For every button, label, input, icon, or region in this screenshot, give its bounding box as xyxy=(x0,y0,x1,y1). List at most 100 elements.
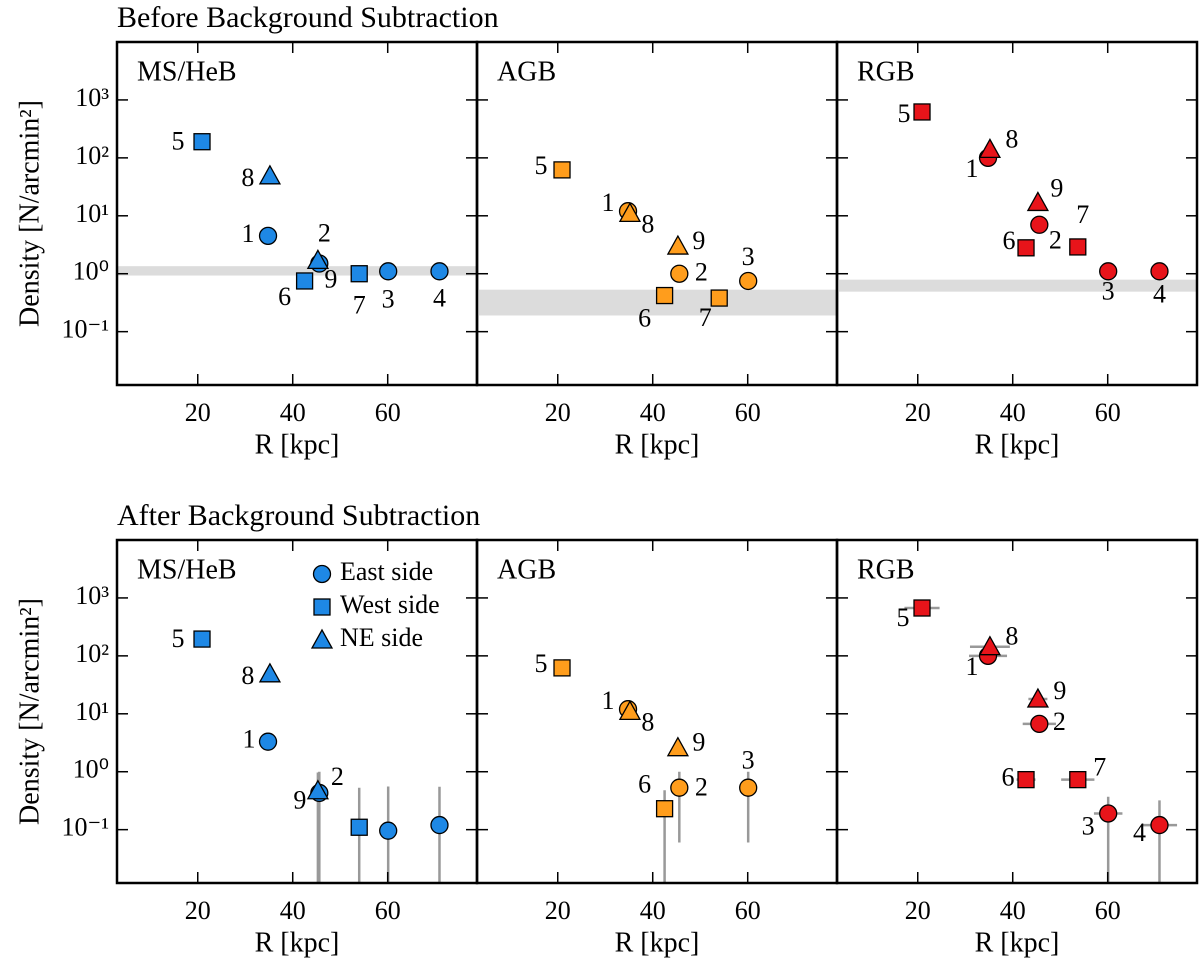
point-label: 1 xyxy=(966,652,979,681)
point-label: 7 xyxy=(353,291,366,320)
marker-circle xyxy=(739,778,758,797)
x-axis-label: R [kpc] xyxy=(975,429,1060,460)
y-tick-label: 10⁻¹ xyxy=(61,315,109,344)
point-label: 1 xyxy=(602,188,615,217)
point-label: 7 xyxy=(699,303,712,332)
marker-circle xyxy=(1030,714,1049,734)
row-title: After Background Subtraction xyxy=(117,499,480,532)
marker-square xyxy=(193,630,211,648)
x-tick-label: 20 xyxy=(545,896,571,925)
marker-triangle xyxy=(666,234,690,255)
panel-title: RGB xyxy=(857,554,915,585)
point-label: 2 xyxy=(331,762,344,791)
x-tick-label: 60 xyxy=(375,398,401,427)
marker-triangle xyxy=(978,138,1002,159)
marker-triangle xyxy=(666,736,690,757)
panel: After Background Subtraction 20 40 60 10⁻¹ 10… xyxy=(14,499,480,959)
x-axis-label: R [kpc] xyxy=(615,429,700,460)
marker-square xyxy=(553,659,571,677)
point-label: 8 xyxy=(1005,622,1018,651)
marker-triangle xyxy=(258,662,282,683)
point-label: 5 xyxy=(172,127,185,156)
marker-square xyxy=(710,289,728,307)
marker-circle xyxy=(670,264,689,283)
y-tick-label: 10⁰ xyxy=(73,755,109,784)
marker-circle xyxy=(258,226,278,246)
point-label: 9 xyxy=(293,786,306,815)
marker-square xyxy=(313,598,331,616)
row-title: Before Background Subtraction xyxy=(117,1,499,34)
point-label: 6 xyxy=(1002,763,1015,792)
x-tick-label: 60 xyxy=(375,896,401,925)
point-label: 9 xyxy=(1050,173,1063,202)
plot-area xyxy=(837,103,1197,292)
point-label: 2 xyxy=(695,258,708,287)
point-label: 2 xyxy=(1053,707,1066,736)
plot-area xyxy=(477,161,837,316)
marker-circle xyxy=(739,271,758,291)
x-tick-label: 20 xyxy=(545,398,571,427)
marker-square xyxy=(1069,238,1087,256)
marker-circle xyxy=(1099,804,1118,823)
x-tick-label: 20 xyxy=(905,398,931,427)
panel-frame xyxy=(835,538,1199,885)
marker-square xyxy=(1069,770,1087,789)
point-label: 5 xyxy=(535,151,548,180)
marker-triangle xyxy=(618,202,642,223)
x-tick-label: 40 xyxy=(280,398,306,427)
marker-circle xyxy=(379,262,398,281)
marker-triangle xyxy=(306,249,330,270)
point-label: 4 xyxy=(1153,279,1166,308)
marker-square xyxy=(913,599,931,617)
marker-circle xyxy=(670,778,689,797)
y-tick-label: 10⁻¹ xyxy=(61,813,109,842)
marker-circle xyxy=(379,821,398,840)
marker-triangle xyxy=(1026,687,1050,708)
plot-area xyxy=(117,133,477,290)
x-tick-label: 20 xyxy=(185,896,211,925)
marker-circle xyxy=(258,732,278,751)
marker-square xyxy=(193,133,211,151)
point-label: 8 xyxy=(241,661,254,690)
marker-triangle xyxy=(258,164,282,185)
point-label: 8 xyxy=(241,163,254,192)
marker-circle xyxy=(430,262,449,281)
y-tick-label: 10³ xyxy=(75,581,109,610)
x-tick-label: 40 xyxy=(640,896,666,925)
point-label: 5 xyxy=(535,649,548,678)
point-label: 2 xyxy=(318,218,331,247)
point-label: 5 xyxy=(898,99,911,128)
marker-square xyxy=(553,161,571,179)
panel-title: RGB xyxy=(857,56,915,87)
marker-square xyxy=(655,286,674,305)
point-label: 3 xyxy=(1082,811,1095,840)
y-tick-label: 10⁰ xyxy=(73,257,109,286)
panel: Before Background Subtraction 20 40 60 10⁻¹ 1… xyxy=(14,1,498,461)
x-tick-label: 20 xyxy=(905,896,931,925)
panel: 20 40 60 R [kpc] AGB 1 2 3 5 6 8 9 xyxy=(475,538,839,958)
x-tick-label: 60 xyxy=(735,896,761,925)
point-label: 6 xyxy=(638,770,651,799)
point-label: 1 xyxy=(602,686,615,715)
x-axis-label: R [kpc] xyxy=(615,927,700,958)
marker-triangle xyxy=(310,628,334,649)
y-axis-label: Density [N/arcmin²] xyxy=(14,100,45,327)
y-tick-label: 10² xyxy=(75,639,109,668)
point-label: 9 xyxy=(324,264,337,293)
marker-circle xyxy=(312,564,332,584)
point-label: 3 xyxy=(1102,276,1115,305)
panel-title: MS/HeB xyxy=(137,554,237,585)
point-label: 5 xyxy=(172,624,185,653)
plot-area xyxy=(193,630,449,883)
marker-square xyxy=(913,103,931,121)
marker-triangle xyxy=(618,700,642,721)
point-label: 9 xyxy=(692,226,705,255)
y-tick-label: 10³ xyxy=(75,83,109,112)
panel-frame xyxy=(475,40,839,387)
marker-square xyxy=(655,800,674,818)
point-label: 8 xyxy=(641,707,654,736)
point-label: 1 xyxy=(966,154,979,183)
point-label: 1 xyxy=(242,219,255,248)
point-label: 4 xyxy=(433,283,446,312)
